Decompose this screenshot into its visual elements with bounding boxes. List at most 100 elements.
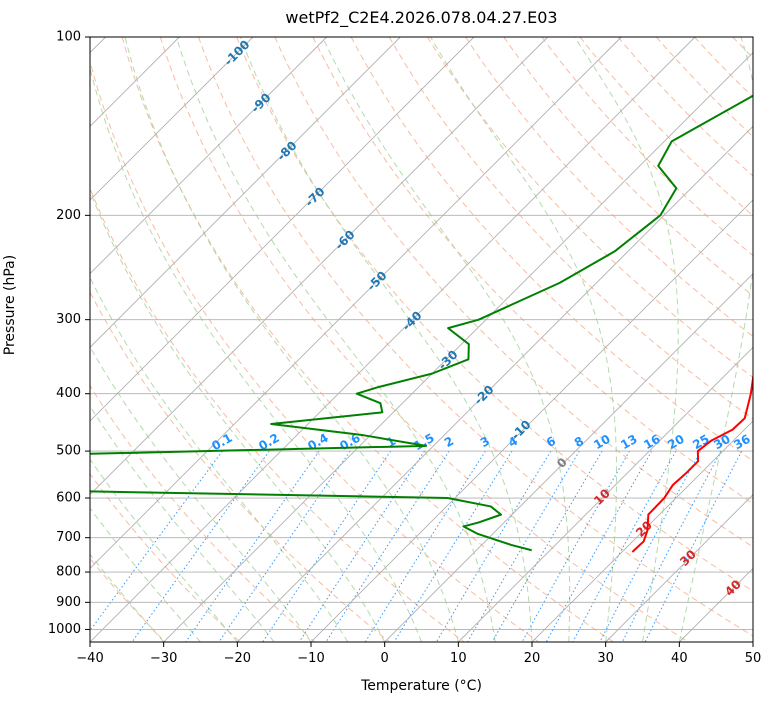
x-tick-label: 30 (597, 651, 614, 666)
moist-adiabat (90, 66, 422, 642)
moist-adiabat (90, 189, 386, 642)
isotherm (90, 37, 327, 275)
dry-adiabat (732, 37, 753, 59)
x-axis-label: Temperature (°C) (361, 678, 482, 694)
plot-frame (89, 36, 754, 643)
x-tick-label: −40 (76, 651, 103, 666)
dry-adiabat-label: -30 (435, 347, 460, 372)
dry-adiabat (121, 37, 614, 642)
mixing-ratio-label: 2 (442, 434, 456, 450)
temperature-profile (631, 371, 753, 553)
dry-adiabat-label: 0 (554, 455, 570, 471)
isotherm (384, 273, 753, 642)
y-tick-label: 600 (56, 491, 81, 506)
x-tick-label: −20 (224, 651, 251, 666)
mixing-ratio-line (90, 450, 223, 632)
mixing-ratio-line (521, 450, 630, 642)
mixing-ratio-line (435, 450, 552, 642)
y-tick-label: 900 (56, 595, 81, 610)
dry-adiabat (771, 37, 775, 642)
isotherm (679, 567, 753, 642)
isotherm (163, 52, 753, 642)
mixing-ratio-label: 13 (618, 432, 639, 452)
dry-adiabat (159, 37, 689, 642)
x-tick-label: 50 (745, 651, 762, 666)
moist-adiabat (90, 553, 165, 642)
y-tick-label: 200 (56, 208, 81, 223)
mixing-ratio-label: 36 (731, 432, 752, 452)
dry-adiabat (541, 37, 753, 257)
sounding-series (90, 94, 753, 553)
isotherm (237, 125, 753, 642)
dry-adiabat-label: -40 (399, 308, 424, 333)
dry-adiabat-label: -80 (274, 138, 299, 163)
mixing-ratio-line (545, 450, 653, 642)
moist-adiabat (175, 37, 496, 642)
y-tick-label: 1000 (48, 622, 81, 637)
mixing-ratio-label: 10 (591, 432, 612, 452)
isotherm (90, 37, 401, 348)
isotherm (752, 641, 753, 642)
x-tick-label: −10 (297, 651, 324, 666)
mixing-ratio-line (262, 450, 392, 642)
dry-adiabat (90, 59, 540, 642)
moist-adiabat (124, 37, 459, 642)
mixing-ratio-line (218, 450, 351, 642)
dry-adiabat (90, 186, 465, 642)
dry-adiabat (503, 37, 753, 297)
mixing-ratio-label: 20 (665, 432, 686, 452)
x-tick-label: 20 (524, 651, 541, 666)
isotherm (531, 420, 753, 642)
moist-adiabat (574, 37, 679, 642)
y-tick-label: 400 (56, 386, 81, 401)
chart-title: wetPf2_C2E4.2026.078.04.27.E03 (285, 8, 558, 27)
moist-adiabat (90, 276, 349, 642)
isotherm (90, 37, 696, 642)
dry-adiabat (90, 384, 316, 642)
dry-adiabat-label: -70 (302, 184, 327, 209)
dewpoint-profile (90, 94, 753, 552)
mixing-ratio-line (599, 450, 701, 642)
moist-adiabat (90, 458, 238, 642)
mixing-ratio-line (131, 450, 270, 642)
isotherm (310, 199, 753, 642)
y-tick-label: 800 (56, 565, 81, 580)
moist-adiabat (430, 37, 618, 642)
mixing-ratio-label: 8 (572, 434, 586, 450)
dry-adiabat (274, 37, 753, 548)
dry-adiabat (90, 557, 166, 642)
isotherm (90, 37, 475, 422)
isotherm (90, 37, 548, 496)
dry-adiabat (655, 37, 753, 138)
x-tick-label: −30 (150, 651, 177, 666)
dry-adiabat-label: 10 (591, 486, 613, 508)
isotherm (458, 346, 753, 642)
mixing-ratio-label: 16 (641, 432, 662, 452)
mixing-ratio-line (364, 450, 486, 642)
dry-adiabat-label: 20 (633, 518, 655, 540)
mixing-ratio-line (491, 450, 603, 642)
dry-adiabat (90, 291, 390, 642)
moist-adiabat (90, 345, 312, 642)
y-tick-label: 700 (56, 530, 81, 545)
mixing-ratio-line (644, 450, 743, 642)
dry-adiabat (90, 472, 241, 642)
isotherm (90, 37, 254, 201)
mixing-ratio-label: 1.5 (411, 431, 436, 454)
isotherm (605, 494, 753, 642)
y-axis-label: Pressure (hPa) (2, 254, 18, 356)
dry-adiabat (312, 37, 753, 505)
moist-adiabat (90, 405, 275, 642)
y-tick-label: 100 (56, 30, 81, 45)
dry-adiabat (388, 37, 753, 420)
moist-adiabat (239, 37, 533, 642)
dry-adiabat (426, 37, 753, 378)
dry-adiabat (465, 37, 753, 337)
dry-adiabat (350, 37, 753, 462)
moist-adiabat (678, 37, 753, 642)
x-tick-label: 10 (450, 651, 467, 666)
isotherm (90, 37, 622, 569)
mixing-ratio-line (621, 450, 722, 642)
